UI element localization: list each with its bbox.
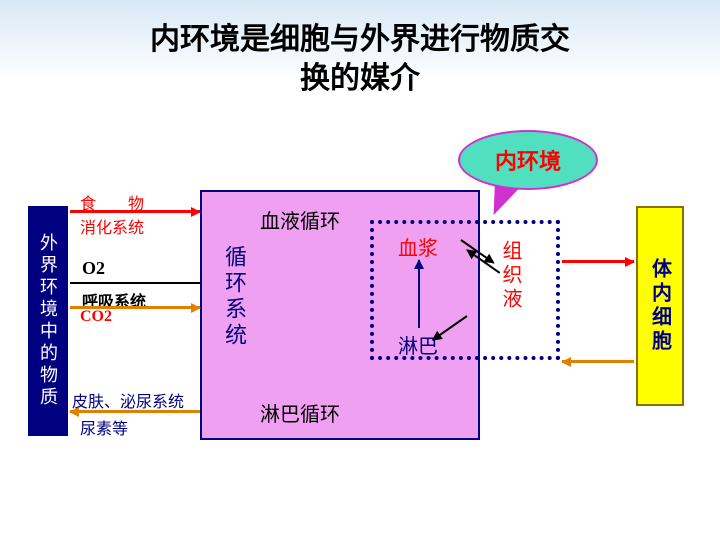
- digest-label: 消化系统: [80, 214, 144, 238]
- skin-urinary-label: 皮肤、泌尿系统: [72, 388, 184, 412]
- o2-label: O2: [82, 258, 105, 279]
- right-box-label: 体内细胞: [646, 258, 675, 354]
- arrow-food-in: [70, 210, 200, 213]
- bubble-label: 内环境: [495, 144, 561, 176]
- lymph-circulation-label: 淋巴循环: [260, 398, 340, 427]
- tissue-fluid-label: 组织液: [496, 240, 525, 312]
- left-box-external-env: 外界环境中的物质: [28, 206, 68, 436]
- circulation-system-label: 循环系统: [218, 245, 250, 349]
- right-box-body-cells: 体内细胞: [636, 206, 684, 406]
- arrow-from-cells: [562, 360, 634, 363]
- arrow-resp: [70, 306, 200, 309]
- arrow-lymph-to-plasma: [418, 260, 420, 328]
- arrow-to-cells: [562, 260, 634, 263]
- bubble-inner-env: 内环境: [458, 130, 598, 190]
- title-line-1: 内环境是细胞与外界进行物质交: [150, 23, 570, 56]
- blood-circulation-label: 血液循环: [260, 205, 340, 234]
- urea-label: 尿素等: [80, 415, 128, 439]
- plasma-label: 血浆: [398, 232, 438, 261]
- co2-label: CO2: [80, 308, 112, 326]
- title-line-2: 换的媒介: [300, 62, 420, 95]
- left-box-label: 外界环境中的物质: [35, 233, 61, 409]
- slide-title: 内环境是细胞与外界进行物质交 换的媒介: [0, 0, 720, 98]
- diagram-area: 外界环境中的物质 体内细胞 内环境 循环系统 血液循环 淋巴循环 血浆 淋巴 组…: [0, 130, 720, 530]
- arrow-urea-out: [70, 410, 200, 413]
- line-o2: [70, 282, 200, 284]
